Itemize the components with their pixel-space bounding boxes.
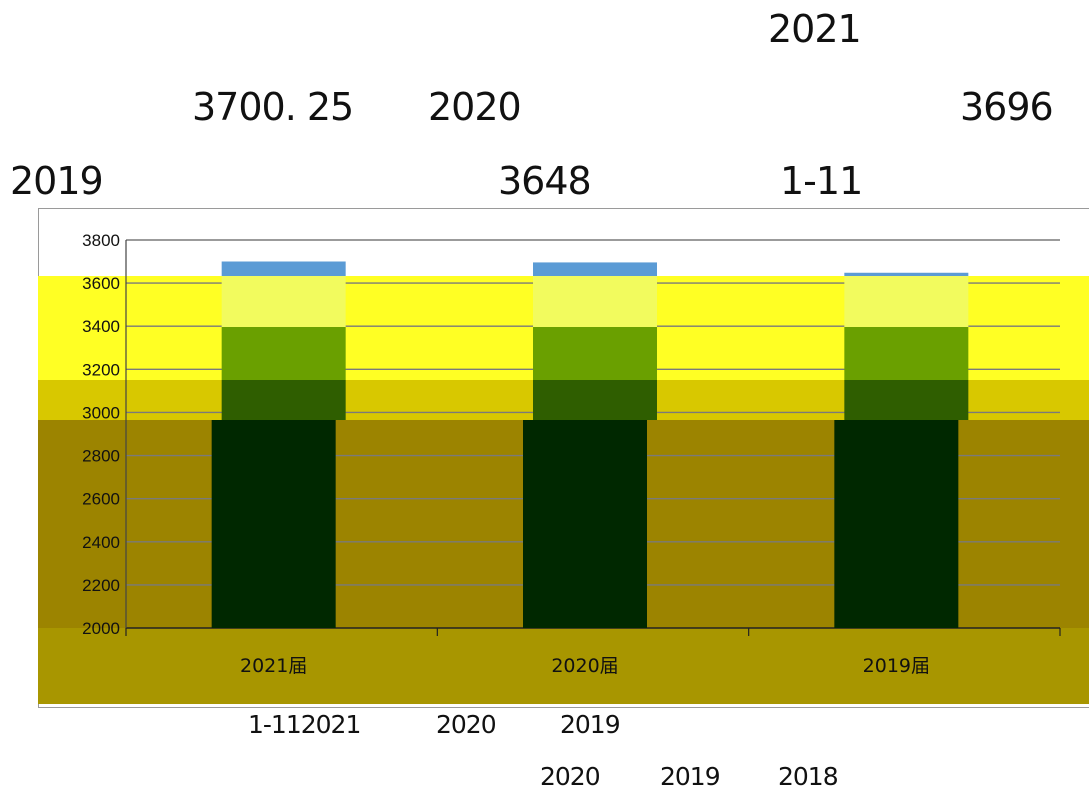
fragment-3700-25: 3700. 25: [192, 85, 354, 129]
bar-2021届: [221, 261, 346, 276]
bar-segment: [523, 420, 647, 628]
bar-segment: [533, 380, 657, 420]
fragment-1-11: 1-11: [780, 159, 863, 203]
y-tick-label: 2000: [82, 619, 120, 638]
y-tick-label: 2600: [82, 490, 120, 509]
bar-segment: [844, 380, 969, 420]
bar-segment: [844, 327, 969, 380]
y-tick-label: 3600: [82, 274, 120, 293]
x-tick-label: 2019届: [863, 655, 930, 677]
x-tick-label: 2021届: [240, 655, 307, 677]
caption-2018: 2018: [778, 762, 839, 791]
x-tick-label: 2020届: [551, 655, 618, 677]
y-tick-label: 3200: [82, 360, 120, 379]
bar-chart-svg: 2000 2200 2400 2600 2800 3000 3200 3400 3600 3800…: [38, 208, 1089, 708]
y-tick-label: 3000: [82, 403, 120, 422]
bar-segment: [221, 276, 346, 327]
bar-2019届: [844, 272, 969, 276]
caption-2020-b: 2020: [540, 762, 601, 791]
caption-2019-b: 2019: [660, 762, 721, 791]
fragment-2019: 2019: [10, 159, 104, 203]
band-base: [38, 628, 1089, 704]
fragment-2020: 2020: [428, 85, 522, 129]
bar-segment: [221, 380, 346, 420]
caption-2019: 2019: [560, 710, 621, 739]
y-tick-label: 2400: [82, 533, 120, 552]
bar-segment: [844, 276, 969, 327]
fragment-3648: 3648: [498, 159, 592, 203]
bar-2020届: [533, 262, 657, 276]
y-tick-label: 2800: [82, 447, 120, 466]
bar-segment: [211, 420, 336, 628]
bar-segment: [533, 327, 657, 380]
bar-chart: 2000 2200 2400 2600 2800 3000 3200 3400 3600 3800…: [38, 208, 1089, 708]
y-tick-label: 3800: [82, 231, 120, 250]
bar-segment: [221, 327, 346, 380]
bar-segment: [533, 276, 657, 327]
fragment-3696: 3696: [960, 85, 1054, 129]
y-tick-label: 3400: [82, 317, 120, 336]
caption-1-112021: 1-112021: [248, 710, 361, 739]
fragment-2021: 2021: [768, 7, 862, 51]
bar-segment: [834, 420, 959, 628]
caption-2020: 2020: [436, 710, 497, 739]
y-tick-label: 2200: [82, 576, 120, 595]
